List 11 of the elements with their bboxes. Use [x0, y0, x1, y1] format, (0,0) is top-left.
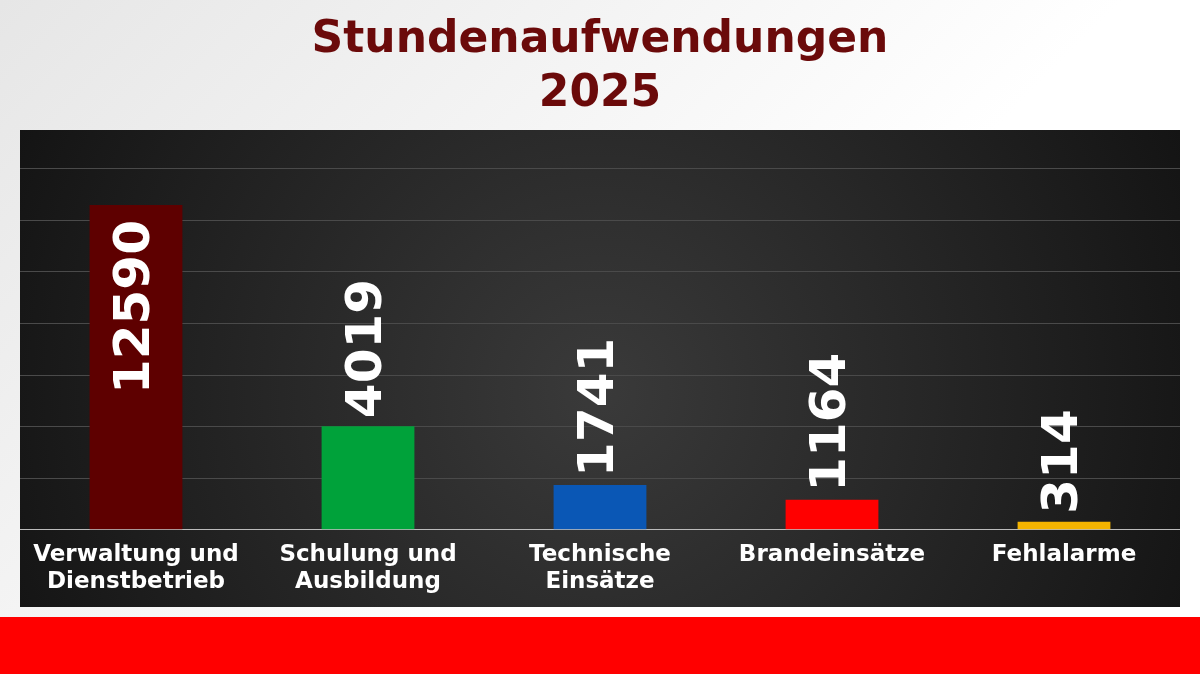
x-tick-label: Schulung und Ausbildung — [279, 539, 457, 594]
x-tick-label: Verwaltung und Dienstbetrieb — [33, 539, 239, 594]
data-label: 314 — [1030, 409, 1089, 514]
data-label: 1164 — [798, 352, 857, 492]
data-label: 12590 — [102, 220, 161, 395]
x-tick-label: Technische Einsätze — [529, 539, 671, 594]
x-tick-label: Brandeinsätze — [738, 539, 926, 566]
data-label: 1741 — [566, 337, 625, 477]
x-tick-label: Fehlalarme — [991, 539, 1137, 566]
data-label: 4019 — [334, 278, 393, 419]
chart-title: Stundenaufwendungen 2025 — [310, 10, 890, 118]
